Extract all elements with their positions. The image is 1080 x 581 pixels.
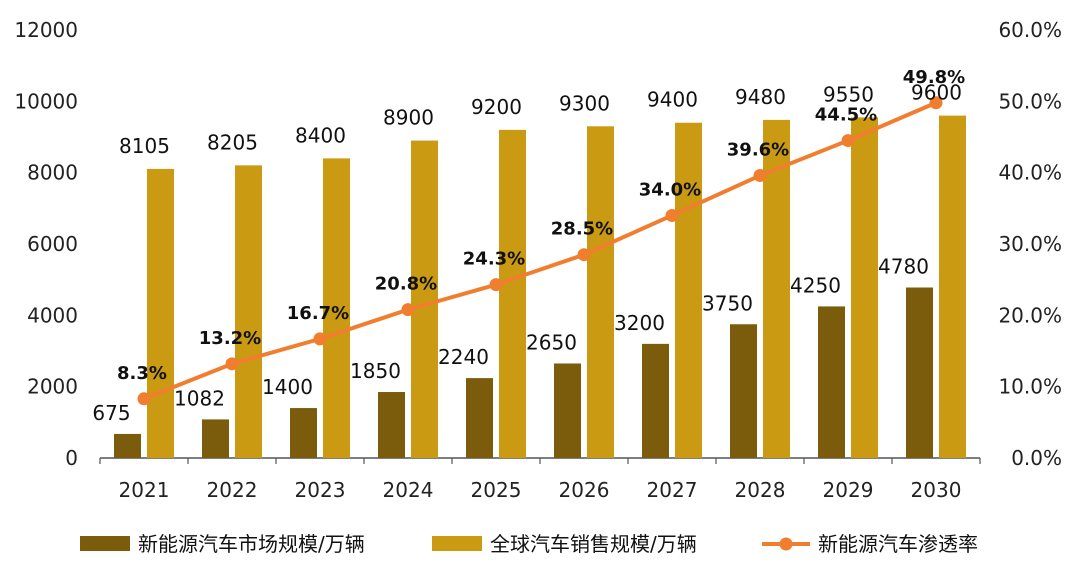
bar-nev-label: 2650 [526, 330, 577, 354]
y-right-tick-label: 60.0% [998, 18, 1062, 42]
rate-line [137, 96, 943, 406]
rate-point [753, 169, 767, 183]
rate-point [665, 208, 679, 222]
y-right-tick-label: 50.0% [998, 89, 1062, 113]
bar-global-sales [323, 158, 350, 458]
bar-global-sales [147, 168, 174, 458]
rate-label: 8.3% [117, 363, 167, 384]
x-tick-label: 2021 [119, 478, 170, 502]
bar-nev-market [906, 287, 933, 458]
legend-swatch-global-sales [432, 536, 482, 551]
bar-global-sales [939, 115, 966, 458]
x-tick-label: 2023 [295, 478, 346, 502]
rate-label: 13.2% [199, 328, 261, 349]
bar-nev-market [730, 324, 757, 458]
rate-point [401, 303, 415, 317]
bar-nev-label: 4780 [878, 255, 929, 279]
rate-label: 34.0% [639, 179, 701, 200]
bar-global-sales [851, 117, 878, 458]
y-left-tick-label: 6000 [27, 232, 78, 256]
rate-label: 20.8% [375, 274, 437, 295]
bar-nev-market [642, 343, 669, 458]
bar-nev-market [290, 408, 317, 458]
rate-point [577, 248, 591, 262]
legend-label-nev-market: 新能源汽车市场规模/万辆 [138, 532, 365, 556]
bar-global-sales [235, 165, 262, 459]
legend-label-rate: 新能源汽车渗透率 [818, 532, 978, 556]
rate-point [225, 357, 239, 371]
bar-global-label: 8400 [295, 123, 346, 147]
y-left-tick-label: 4000 [27, 303, 78, 327]
bars [114, 115, 966, 459]
y-right-tick-label: 10.0% [998, 375, 1062, 399]
axes: 0 2000 4000 6000 8000 10000 12000 0.0% 10.0% 20.0… [14, 18, 1062, 502]
bar-global-label: 9200 [471, 95, 522, 119]
bar-nev-market [554, 363, 581, 458]
y-right-tick-label: 0.0% [1011, 446, 1062, 470]
bar-nev-label: 675 [92, 401, 130, 425]
bar-global-sales [411, 140, 438, 459]
bar-nev-market [378, 392, 405, 458]
y-right-tick-label: 30.0% [998, 232, 1062, 256]
rate-point [313, 332, 327, 346]
rate-label: 16.7% [287, 303, 349, 324]
x-tick-label: 2024 [383, 478, 434, 502]
bar-nev-label: 3750 [702, 291, 753, 315]
bar-nev-label: 4250 [790, 273, 841, 297]
y-right-tick-label: 20.0% [998, 303, 1062, 327]
bar-global-label: 8205 [207, 130, 258, 154]
y-left-tick-label: 8000 [27, 161, 78, 185]
bar-global-sales [675, 122, 702, 458]
rate-label: 49.8% [903, 67, 965, 88]
x-tick-label: 2029 [823, 478, 874, 502]
x-tick-label: 2028 [735, 478, 786, 502]
bar-nev-label: 1850 [350, 359, 401, 383]
rate-point [929, 96, 943, 110]
rate-series-line [143, 100, 937, 401]
rate-point [841, 134, 855, 148]
rate-point [137, 392, 151, 406]
bar-global-label: 9400 [647, 88, 698, 112]
y-right-tick-label: 40.0% [998, 161, 1062, 185]
bar-global-sales [763, 119, 790, 458]
legend-swatch-rate-point [779, 537, 793, 551]
x-tick-label: 2022 [207, 478, 258, 502]
legend-label-global-sales: 全球汽车销售规模/万辆 [490, 532, 697, 556]
bar-nev-label: 1400 [262, 375, 313, 399]
legend: 新能源汽车市场规模/万辆 全球汽车销售规模/万辆 新能源汽车渗透率 [80, 532, 978, 556]
x-tick-label: 2030 [911, 478, 962, 502]
bar-global-sales [587, 126, 614, 459]
bar-global-label: 9550 [823, 82, 874, 106]
rate-label: 24.3% [463, 249, 525, 270]
bar-nev-market [202, 419, 229, 458]
y-left-tick-label: 10000 [14, 89, 78, 113]
bar-global-label: 9600 [911, 81, 962, 105]
legend-swatch-nev-market [80, 536, 130, 551]
y-left-tick-label: 12000 [14, 18, 78, 42]
rate-label: 39.6% [727, 140, 789, 161]
bar-nev-market [466, 378, 493, 458]
bar-nev-label: 2240 [438, 345, 489, 369]
bar-nev-label: 3200 [614, 311, 665, 335]
rate-label: 28.5% [551, 219, 613, 240]
x-tick-label: 2025 [471, 478, 522, 502]
bar-global-label: 8900 [383, 106, 434, 130]
data-labels: 675 8105 1082 8205 1400 8400 1850 8900 2240 9200 2… [92, 67, 965, 425]
x-tick-label: 2026 [559, 478, 610, 502]
y-left-tick-label: 0 [65, 446, 78, 470]
bar-nev-market [114, 433, 141, 458]
bar-nev-label: 1082 [174, 386, 225, 410]
rate-point [489, 278, 503, 292]
y-left-tick-label: 2000 [27, 375, 78, 399]
bar-global-label: 8105 [119, 134, 170, 158]
rate-label: 44.5% [815, 105, 877, 126]
bar-nev-market [818, 306, 845, 458]
x-tick-label: 2027 [647, 478, 698, 502]
bar-global-sales [499, 129, 526, 458]
bar-global-label: 9300 [559, 91, 610, 115]
bar-global-label: 9480 [735, 85, 786, 109]
